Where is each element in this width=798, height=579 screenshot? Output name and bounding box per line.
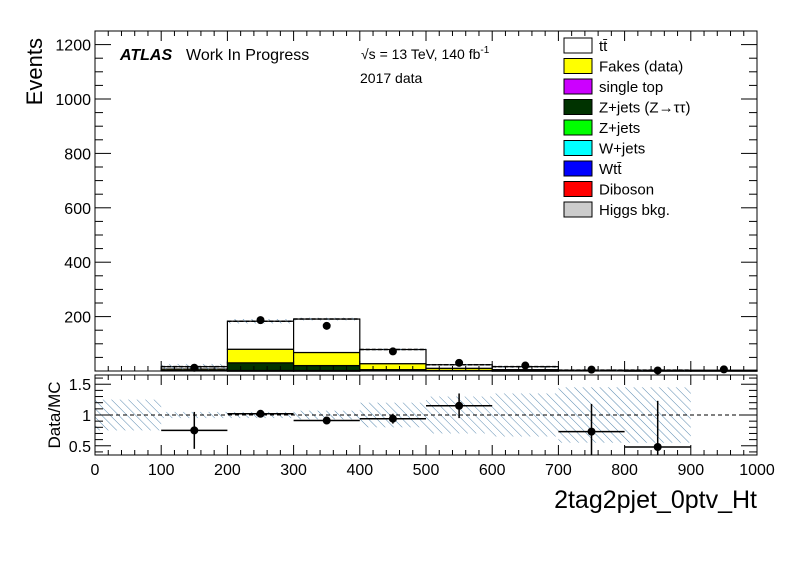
x-tick-label-800: 800: [611, 462, 638, 479]
legend-swatch-1: [563, 58, 593, 74]
legend-swatch-7: [563, 181, 593, 197]
ratio-point-0: [190, 426, 199, 435]
data-point-1: [256, 316, 265, 325]
ratio-point-5: [587, 427, 596, 436]
data-point-0: [190, 363, 199, 372]
x-tick-label-300: 300: [280, 462, 307, 479]
legend-swatch-4: [563, 119, 593, 136]
legend-label-4: Z+jets: [599, 120, 640, 137]
legend-swatch-3: [563, 99, 593, 115]
ratio-y-axis-label: Data/MC: [45, 381, 64, 448]
atlas-label: ATLAS: [119, 47, 172, 64]
legend-label-8: Higgs bkg.: [599, 202, 670, 219]
main-y-tick-label-1000: 1000: [55, 92, 91, 109]
ratio-y-tick-label-1: 1: [82, 408, 91, 425]
x-tick-label-600: 600: [479, 462, 506, 479]
main-y-tick-label-400: 400: [64, 255, 91, 272]
ratio-point-3: [388, 414, 397, 423]
data-point-2: [322, 321, 331, 330]
x-tick-label-1000: 1000: [739, 462, 775, 479]
data-point-8: [719, 365, 728, 374]
energy-label: √s = 13 TeV, 140 fb-1: [361, 45, 490, 62]
main-y-tick-label-600: 600: [64, 201, 91, 218]
ratio-point-2: [322, 416, 331, 425]
stack-bar-8-bin-2: [226, 320, 295, 350]
stack-bar-7-bin-2: [226, 348, 295, 364]
data-point-5: [521, 361, 530, 370]
legend-swatch-0: [563, 37, 593, 54]
legend-label-3: Z+jets (Z→ττ): [599, 100, 690, 117]
legend-label-1: Fakes (data): [599, 59, 683, 76]
legend-label-6: Wtt̄: [599, 161, 622, 178]
ratio-y-tick-label-2: 1.5: [69, 377, 91, 394]
x-axis-label: 2tag2pjet_0ptv_Ht: [554, 486, 757, 514]
x-tick-label-400: 400: [346, 462, 373, 479]
legend-swatch-2: [563, 78, 593, 95]
main-y-tick-label-200: 200: [64, 310, 91, 327]
data-point-7: [653, 366, 662, 375]
legend-swatch-6: [563, 160, 593, 177]
x-tick-label-700: 700: [545, 462, 572, 479]
x-tick-label-500: 500: [413, 462, 440, 479]
legend-label-5: W+jets: [599, 141, 645, 158]
main-y-axis-label: Events: [22, 38, 47, 105]
work-in-progress-label: Work In Progress: [186, 47, 309, 64]
legend: tt̄ Fakes (data) single top Z+jets (Z→ττ) Z+…: [563, 37, 690, 219]
x-tick-label-900: 900: [677, 462, 704, 479]
legend-label-0: tt̄: [599, 38, 608, 55]
legend-swatch-5: [563, 140, 593, 156]
x-tick-label-200: 200: [214, 462, 241, 479]
data-point-4: [455, 358, 464, 367]
stack-bar-5-bin-2: [226, 362, 295, 372]
x-tick-label-100: 100: [148, 462, 175, 479]
ratio-y-tick-label-0: 0.5: [69, 439, 91, 456]
ratio-point-4: [455, 401, 464, 410]
main-y-tick-label-800: 800: [64, 146, 91, 163]
legend-label-7: Diboson: [599, 182, 654, 199]
ratio-point-6: [653, 443, 662, 451]
stack-bar-7-bin-4: [359, 363, 427, 371]
ratio-point-1: [256, 409, 265, 418]
stack-bar-5-bin-3: [293, 364, 361, 372]
stack-bar-7-bin-3: [293, 351, 361, 367]
legend-label-2: single top: [599, 79, 663, 96]
data-point-3: [388, 347, 397, 356]
x-tick-label-0: 0: [91, 462, 100, 479]
dataset-label: 2017 data: [360, 70, 422, 86]
data-point-6: [587, 365, 596, 374]
legend-swatch-8: [563, 201, 593, 218]
main-y-tick-label-1200: 1200: [55, 38, 91, 55]
